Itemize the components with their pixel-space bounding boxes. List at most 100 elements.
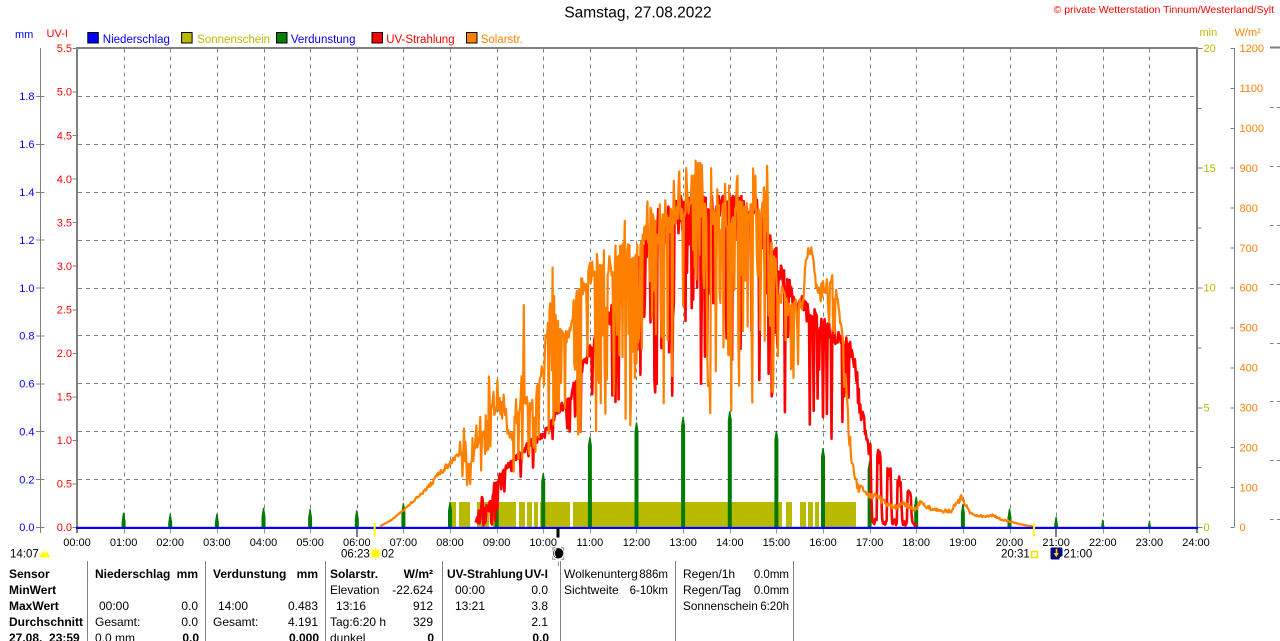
svg-text:UV-I: UV-I — [525, 567, 548, 581]
svg-text:1.8: 1.8 — [19, 91, 34, 103]
svg-text:4.0: 4.0 — [57, 174, 72, 186]
svg-text:3.0: 3.0 — [57, 261, 72, 273]
svg-text:0.0mm: 0.0mm — [754, 569, 789, 581]
svg-text:11:00: 11:00 — [577, 537, 604, 549]
svg-text:12:00: 12:00 — [623, 537, 651, 549]
svg-text:17:00: 17:00 — [856, 537, 884, 549]
svg-text:13:21: 13:21 — [455, 599, 485, 613]
svg-text:00:00: 00:00 — [455, 583, 485, 597]
svg-text:0.0: 0.0 — [181, 615, 198, 629]
svg-text:4.5: 4.5 — [57, 130, 72, 142]
svg-text:0: 0 — [1240, 522, 1246, 534]
svg-text:Tag:6:20 h: Tag:6:20 h — [330, 615, 386, 629]
svg-text:0.0: 0.0 — [531, 583, 548, 597]
svg-text:4.191: 4.191 — [288, 615, 318, 629]
svg-text:Gesamt:: Gesamt: — [95, 615, 140, 629]
svg-text:00:00: 00:00 — [63, 537, 91, 549]
svg-text:300: 300 — [1240, 402, 1258, 414]
svg-text:Regen/1h: Regen/1h — [683, 567, 735, 581]
svg-text:Elevation: Elevation — [330, 583, 379, 597]
svg-text:0.0: 0.0 — [182, 631, 199, 641]
svg-text:Sichtweite: Sichtweite — [564, 583, 619, 597]
svg-text:Verdunstung: Verdunstung — [291, 34, 356, 46]
svg-text:19:00: 19:00 — [949, 537, 977, 549]
svg-text:18:00: 18:00 — [902, 537, 930, 549]
svg-text:MaxWert: MaxWert — [9, 599, 59, 613]
svg-text:0: 0 — [1204, 522, 1210, 534]
svg-text:Regen/Tag: Regen/Tag — [683, 583, 741, 597]
svg-text:0.0: 0.0 — [19, 522, 34, 534]
svg-text:14:07: 14:07 — [10, 549, 39, 561]
svg-text:W/m²: W/m² — [404, 567, 433, 581]
svg-text:13:00: 13:00 — [669, 537, 697, 549]
svg-text:500: 500 — [1240, 323, 1258, 335]
svg-text:700: 700 — [1240, 243, 1258, 255]
svg-text:20: 20 — [1204, 43, 1216, 55]
svg-text:08:00: 08:00 — [436, 537, 464, 549]
svg-text:600: 600 — [1240, 283, 1258, 295]
svg-text:Sensor: Sensor — [9, 567, 50, 581]
svg-text:14:00: 14:00 — [716, 537, 744, 549]
svg-text:14:00: 14:00 — [218, 599, 248, 613]
svg-text:0.0mm: 0.0mm — [754, 585, 789, 597]
svg-text:0.0: 0.0 — [532, 631, 549, 641]
svg-text:1.0: 1.0 — [57, 435, 72, 447]
svg-text:dunkel: dunkel — [330, 631, 365, 641]
svg-text:05:00: 05:00 — [296, 537, 324, 549]
svg-text:07:00: 07:00 — [390, 537, 418, 549]
svg-text:Niederschlag: Niederschlag — [95, 567, 170, 581]
svg-text:06:23: 06:23 — [341, 549, 370, 561]
svg-text:23:00: 23:00 — [1136, 537, 1164, 549]
svg-text:mm: mm — [297, 567, 318, 581]
svg-text:1.2: 1.2 — [19, 235, 34, 247]
svg-text:912: 912 — [413, 599, 433, 613]
svg-text:Samstag, 27.08.2022: Samstag, 27.08.2022 — [564, 5, 711, 22]
svg-text:02: 02 — [382, 549, 395, 561]
svg-text:01:00: 01:00 — [110, 537, 138, 549]
svg-text:0: 0 — [427, 631, 434, 641]
svg-text:© private Wetterstation Tinnum: © private Wetterstation Tinnum/Westerlan… — [1054, 4, 1274, 16]
svg-text:20:00: 20:00 — [996, 537, 1024, 549]
svg-text:2.5: 2.5 — [57, 305, 72, 317]
svg-text:mm: mm — [177, 567, 198, 581]
svg-text:1200: 1200 — [1240, 43, 1264, 55]
svg-text:Durchschnitt: Durchschnitt — [9, 615, 83, 629]
svg-text:02:00: 02:00 — [156, 537, 184, 549]
svg-text:1.5: 1.5 — [57, 392, 72, 404]
svg-text:0.6: 0.6 — [19, 379, 34, 391]
svg-text:06:00: 06:00 — [343, 537, 371, 549]
svg-text:1.0: 1.0 — [19, 283, 34, 295]
svg-text:MinWert: MinWert — [9, 583, 56, 597]
svg-text:20:31: 20:31 — [1001, 549, 1030, 561]
svg-text:16:00: 16:00 — [809, 537, 837, 549]
svg-text:400: 400 — [1240, 363, 1258, 375]
svg-text:UV-Strahlung: UV-Strahlung — [386, 34, 454, 46]
svg-text:2.1: 2.1 — [531, 615, 548, 629]
svg-text:0.000: 0.000 — [289, 631, 319, 641]
svg-text:5.0: 5.0 — [57, 87, 72, 99]
svg-text:Niederschlag: Niederschlag — [103, 34, 170, 46]
svg-text:2.0: 2.0 — [57, 348, 72, 360]
svg-text:329: 329 — [413, 615, 433, 629]
svg-text:1.4: 1.4 — [19, 187, 34, 199]
svg-text:800: 800 — [1240, 203, 1258, 215]
svg-text:3.5: 3.5 — [57, 217, 72, 229]
svg-text:Solarstr.: Solarstr. — [481, 34, 523, 46]
svg-text:900: 900 — [1240, 163, 1258, 175]
svg-text:Solarstr.: Solarstr. — [330, 567, 378, 581]
svg-text:13:16: 13:16 — [336, 599, 366, 613]
svg-text:6-10km: 6-10km — [630, 585, 668, 597]
svg-text:21:00: 21:00 — [1042, 537, 1070, 549]
svg-text:24:00: 24:00 — [1182, 537, 1210, 549]
svg-text:10: 10 — [1204, 283, 1216, 295]
svg-text:27.08. 23:59: 27.08. 23:59 — [9, 631, 80, 641]
svg-text:21:00: 21:00 — [1064, 549, 1093, 561]
svg-text:15: 15 — [1204, 163, 1216, 175]
svg-text:0.0 mm: 0.0 mm — [95, 631, 135, 641]
svg-text:200: 200 — [1240, 442, 1258, 454]
svg-text:1100: 1100 — [1240, 83, 1264, 95]
svg-text:Sonnenschein: Sonnenschein — [683, 599, 758, 613]
svg-text:04:00: 04:00 — [250, 537, 278, 549]
svg-text:100: 100 — [1240, 482, 1258, 494]
svg-text:-22.624: -22.624 — [392, 583, 433, 597]
